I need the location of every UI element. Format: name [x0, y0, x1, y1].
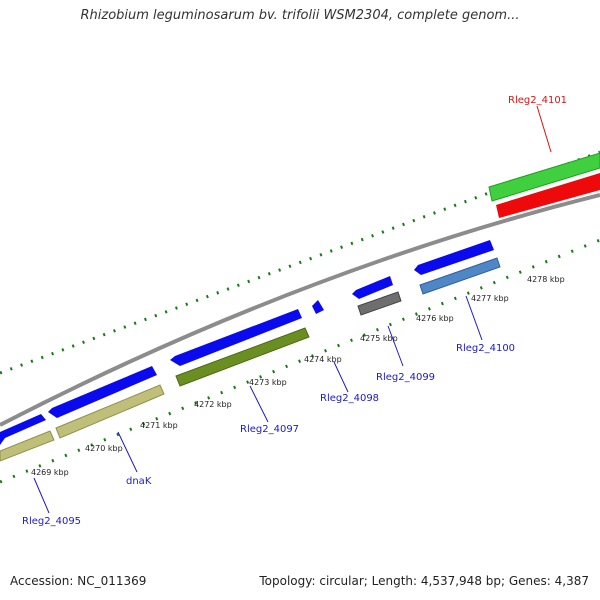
cds-bar-green-4101 [488, 152, 600, 202]
scale-label-4275: 4275 kbp [360, 334, 398, 343]
cds-bar-dnak [55, 384, 165, 439]
leader-rleg2-4099 [387, 325, 404, 367]
leader-rleg2-4100 [465, 295, 483, 341]
gene-arrow-rleg2-4098 [352, 276, 393, 299]
scale-label-4269: 4269 kbp [31, 468, 69, 477]
gene-label-rleg2-4101[interactable]: Rleg2_4101 [508, 95, 567, 106]
genome-stats-label: Topology: circular; Length: 4,537,948 bp… [259, 574, 589, 588]
leader-rleg2-4097 [249, 385, 269, 423]
gene-label-rleg2-4095[interactable]: Rleg2_4095 [22, 516, 81, 527]
gene-arrow-dnak [48, 366, 157, 418]
gene-arrow-rleg2-4095 [0, 414, 46, 445]
leader-dnak [117, 431, 138, 473]
gene-label-rleg2-4100[interactable]: Rleg2_4100 [456, 343, 515, 354]
scale-label-4273: 4273 kbp [249, 378, 287, 387]
genome-backbone [0, 193, 600, 427]
map-title: Rhizobium leguminosarum bv. trifolii WSM… [80, 8, 520, 23]
cds-bar-rleg2-4100 [419, 257, 501, 295]
gene-label-rleg2-4099[interactable]: Rleg2_4099 [376, 372, 435, 383]
cds-bar-rleg2-4098 [357, 291, 402, 316]
cds-bar-rleg2-4095 [0, 430, 55, 462]
scale-label-4272: 4272 kbp [194, 400, 232, 409]
gene-arrow-rleg2-4099 [414, 240, 494, 275]
leader-rleg2-4098 [333, 361, 349, 393]
accession-label: Accession: NC_011369 [10, 574, 147, 588]
gene-arrow-rleg2-4101 [496, 173, 600, 218]
outer-tick-ring [0, 150, 600, 375]
gene-label-rleg2-4097[interactable]: Rleg2_4097 [240, 424, 299, 435]
gene-arrow-small [312, 300, 324, 314]
scale-label-4276: 4276 kbp [416, 314, 454, 323]
gene-arrow-rleg2-4097 [170, 309, 302, 366]
scale-label-4270: 4270 kbp [85, 444, 123, 453]
scale-label-4271: 4271 kbp [140, 421, 178, 430]
gene-label-dnak[interactable]: dnaK [126, 476, 152, 487]
inner-tick-ring [0, 238, 600, 484]
cds-bar-rleg2-4097 [175, 327, 310, 387]
leader-rleg2-4101 [536, 105, 552, 153]
leader-rleg2-4095 [33, 477, 50, 514]
scale-label-4277: 4277 kbp [471, 294, 509, 303]
gene-label-rleg2-4098[interactable]: Rleg2_4098 [320, 393, 379, 404]
scale-label-4278: 4278 kbp [527, 275, 565, 284]
scale-label-4274: 4274 kbp [304, 355, 342, 364]
